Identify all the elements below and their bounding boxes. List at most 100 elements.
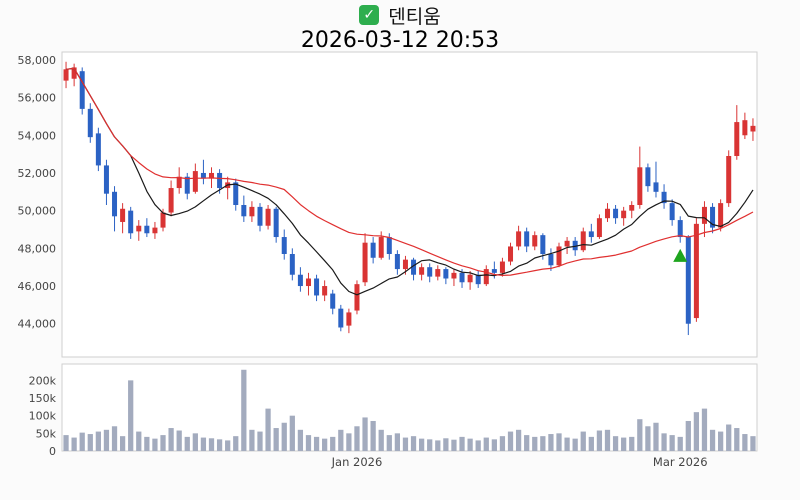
volume-bar	[378, 429, 384, 451]
candle-body	[419, 267, 425, 275]
volume-bar	[111, 426, 118, 451]
volume-bar	[629, 436, 635, 451]
candle-body	[621, 210, 627, 219]
candle-body	[467, 274, 473, 283]
candle-body	[483, 269, 489, 285]
candle-body	[653, 182, 659, 192]
price-tick-label: 58,000	[18, 54, 57, 67]
candle-body	[176, 176, 182, 189]
volume-bar	[128, 380, 134, 451]
volume-bar	[515, 429, 522, 451]
volume-bar	[289, 415, 295, 451]
ma-short-line	[65, 67, 754, 296]
x-axis-label: Jan 2026	[331, 455, 383, 469]
candle-body	[217, 172, 223, 189]
candle-body	[305, 278, 311, 287]
volume-bar	[63, 435, 69, 451]
volume-bar	[718, 431, 724, 451]
candle-body	[394, 254, 400, 270]
candle-body	[580, 231, 586, 251]
volume-bar	[160, 435, 166, 451]
volume-bars	[63, 369, 756, 451]
volume-tick-label: 0	[49, 445, 56, 458]
volume-bar	[604, 429, 611, 451]
candle-body	[459, 272, 465, 283]
volume-bar	[297, 429, 304, 451]
volume-bar	[612, 436, 619, 451]
volume-bar	[443, 438, 449, 451]
x-axis-label: Mar 2026	[653, 455, 708, 469]
volume-bar	[475, 440, 481, 451]
volume-bar	[330, 436, 336, 451]
volume-bar	[726, 424, 732, 451]
candle-body	[128, 210, 134, 234]
candle-body	[604, 208, 610, 219]
volume-bar	[556, 433, 562, 451]
candle-body	[144, 225, 150, 234]
volume-bar	[410, 436, 417, 451]
volume-bar	[693, 412, 700, 451]
candle-body	[402, 259, 408, 270]
volume-bar	[418, 438, 425, 451]
candle-body	[710, 206, 716, 228]
volume-bar	[491, 439, 497, 451]
volume-bar	[87, 434, 93, 451]
candle-body	[524, 231, 530, 247]
candle-body	[209, 172, 215, 179]
volume-bar	[499, 436, 506, 451]
volume-bar	[257, 431, 263, 451]
volume-bar	[750, 436, 756, 451]
volume-bar	[621, 437, 627, 451]
volume-tick-label: 200k	[29, 374, 57, 387]
candle-body	[289, 254, 295, 275]
volume-bar	[200, 437, 207, 451]
volume-bar	[233, 436, 239, 451]
buy-signal-marker-icon	[673, 248, 688, 262]
volume-bar	[548, 434, 554, 451]
candle-body	[79, 71, 85, 109]
candle-body	[645, 167, 651, 187]
candle-body	[556, 246, 562, 266]
price-plot-area	[61, 51, 758, 358]
candle-body	[516, 231, 522, 247]
candle-body	[427, 267, 433, 277]
volume-bar	[524, 435, 530, 451]
candle-body	[677, 220, 683, 238]
candle-body	[273, 208, 279, 238]
volume-bar	[734, 428, 740, 451]
candle-body	[265, 208, 271, 226]
volume-bar	[483, 437, 489, 451]
volume-bar	[709, 429, 716, 451]
candle-body	[71, 67, 77, 79]
candle-body	[701, 206, 707, 224]
volume-bar	[103, 429, 110, 451]
candle-body	[435, 269, 441, 277]
volume-tick-label: 50k	[36, 427, 57, 440]
candle-body	[200, 172, 206, 179]
volume-bar	[249, 429, 255, 451]
volume-bar	[95, 431, 101, 451]
candle-body	[475, 274, 481, 285]
candle-body	[168, 188, 174, 213]
volume-bar	[152, 438, 158, 451]
candle-body	[443, 269, 449, 279]
volume-bar	[564, 437, 570, 451]
candle-body	[637, 167, 643, 205]
price-axis-labels: 44,000 46,000 48,000 50,000 52,000 54,000 56,0…	[18, 54, 57, 331]
volume-bar	[427, 439, 433, 451]
price-tick-label: 52,000	[18, 167, 57, 180]
candle-body	[370, 242, 376, 258]
candle-body	[742, 120, 748, 136]
volume-bar	[71, 437, 77, 451]
candle-body	[411, 259, 417, 275]
volume-bar	[370, 420, 376, 451]
volume-bar	[507, 431, 514, 451]
volume-bar	[313, 436, 320, 451]
candle-body	[508, 246, 514, 262]
volume-bar	[742, 434, 748, 451]
price-tick-label: 44,000	[18, 318, 57, 331]
volume-bar	[136, 431, 142, 451]
volume-bar	[79, 432, 85, 451]
